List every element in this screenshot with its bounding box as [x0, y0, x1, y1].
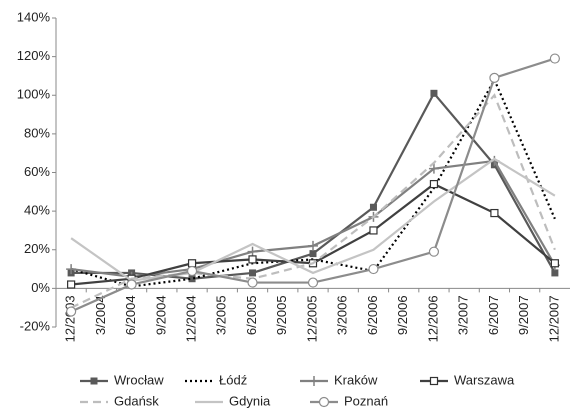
legend-marker [429, 376, 439, 386]
legend-label: Gdańsk [114, 393, 159, 408]
series-marker [248, 255, 257, 264]
series-marker [550, 259, 559, 268]
x-tick-label: 9/2006 [395, 295, 410, 335]
x-tick-label: 9/2004 [153, 295, 168, 335]
series-marker [551, 269, 559, 277]
y-tick-label: 100% [17, 87, 51, 102]
series-marker [490, 208, 499, 218]
legend-marker [90, 377, 98, 385]
y-tick-label: 120% [17, 48, 51, 63]
series-marker [187, 259, 197, 268]
series-marker [430, 89, 438, 97]
series-marker [429, 179, 439, 189]
series-marker [368, 263, 379, 275]
x-tick-label: 6/2007 [486, 295, 501, 335]
series-marker [126, 279, 137, 290]
series-line [70, 157, 556, 282]
x-tick-label: 12/2007 [546, 295, 561, 342]
x-tick-label: 3/2007 [456, 295, 471, 335]
series-marker [428, 246, 440, 257]
legend-marker [318, 396, 330, 408]
series-line [71, 182, 556, 286]
y-tick-label: 20% [24, 241, 50, 256]
series-line [70, 93, 556, 309]
series-marker [247, 277, 258, 288]
series-marker [369, 203, 377, 211]
legend-marker [309, 376, 319, 386]
legend-label: Kraków [334, 372, 378, 387]
y-tick-label: 40% [24, 203, 50, 218]
legend-label: Warszawa [454, 372, 515, 387]
series-marker [549, 53, 560, 64]
x-tick-label: 12/2004 [183, 295, 198, 342]
series-marker [307, 277, 319, 288]
x-tick-label: 9/2005 [274, 295, 289, 335]
series-marker [369, 226, 378, 235]
legend-label: Łódź [219, 372, 247, 387]
y-tick-label: 0% [31, 280, 50, 295]
y-tick-label: 140% [17, 9, 51, 24]
x-tick-label: 3/2006 [335, 295, 350, 335]
series-marker [309, 250, 317, 258]
x-tick-label: 6/2004 [123, 295, 138, 335]
x-tick-label: 3/2004 [93, 295, 108, 335]
series-marker [428, 163, 439, 174]
series-marker [489, 72, 500, 83]
x-tick-label: 12/2003 [63, 295, 78, 342]
x-tick-label: 12/2005 [304, 295, 319, 342]
series-marker [308, 240, 318, 251]
series-marker [67, 280, 76, 289]
legend-label: Poznań [344, 393, 388, 408]
y-tick-label: -20% [20, 318, 51, 333]
y-tick-label: 80% [24, 125, 50, 140]
y-tick-label: 60% [24, 164, 50, 179]
legend-label: Wrocław [114, 372, 164, 387]
x-tick-label: 3/2005 [214, 295, 229, 335]
series-marker [66, 264, 77, 275]
series-marker [188, 275, 196, 283]
series-marker [186, 265, 198, 277]
x-tick-label: 12/2006 [425, 295, 440, 342]
series-marker [66, 306, 77, 317]
series-marker [247, 246, 258, 257]
x-tick-label: 9/2007 [516, 295, 531, 335]
legend-label: Gdynia [229, 393, 271, 408]
x-tick-label: 6/2005 [244, 295, 259, 335]
series-marker [249, 269, 257, 277]
x-tick-label: 6/2006 [365, 295, 380, 335]
